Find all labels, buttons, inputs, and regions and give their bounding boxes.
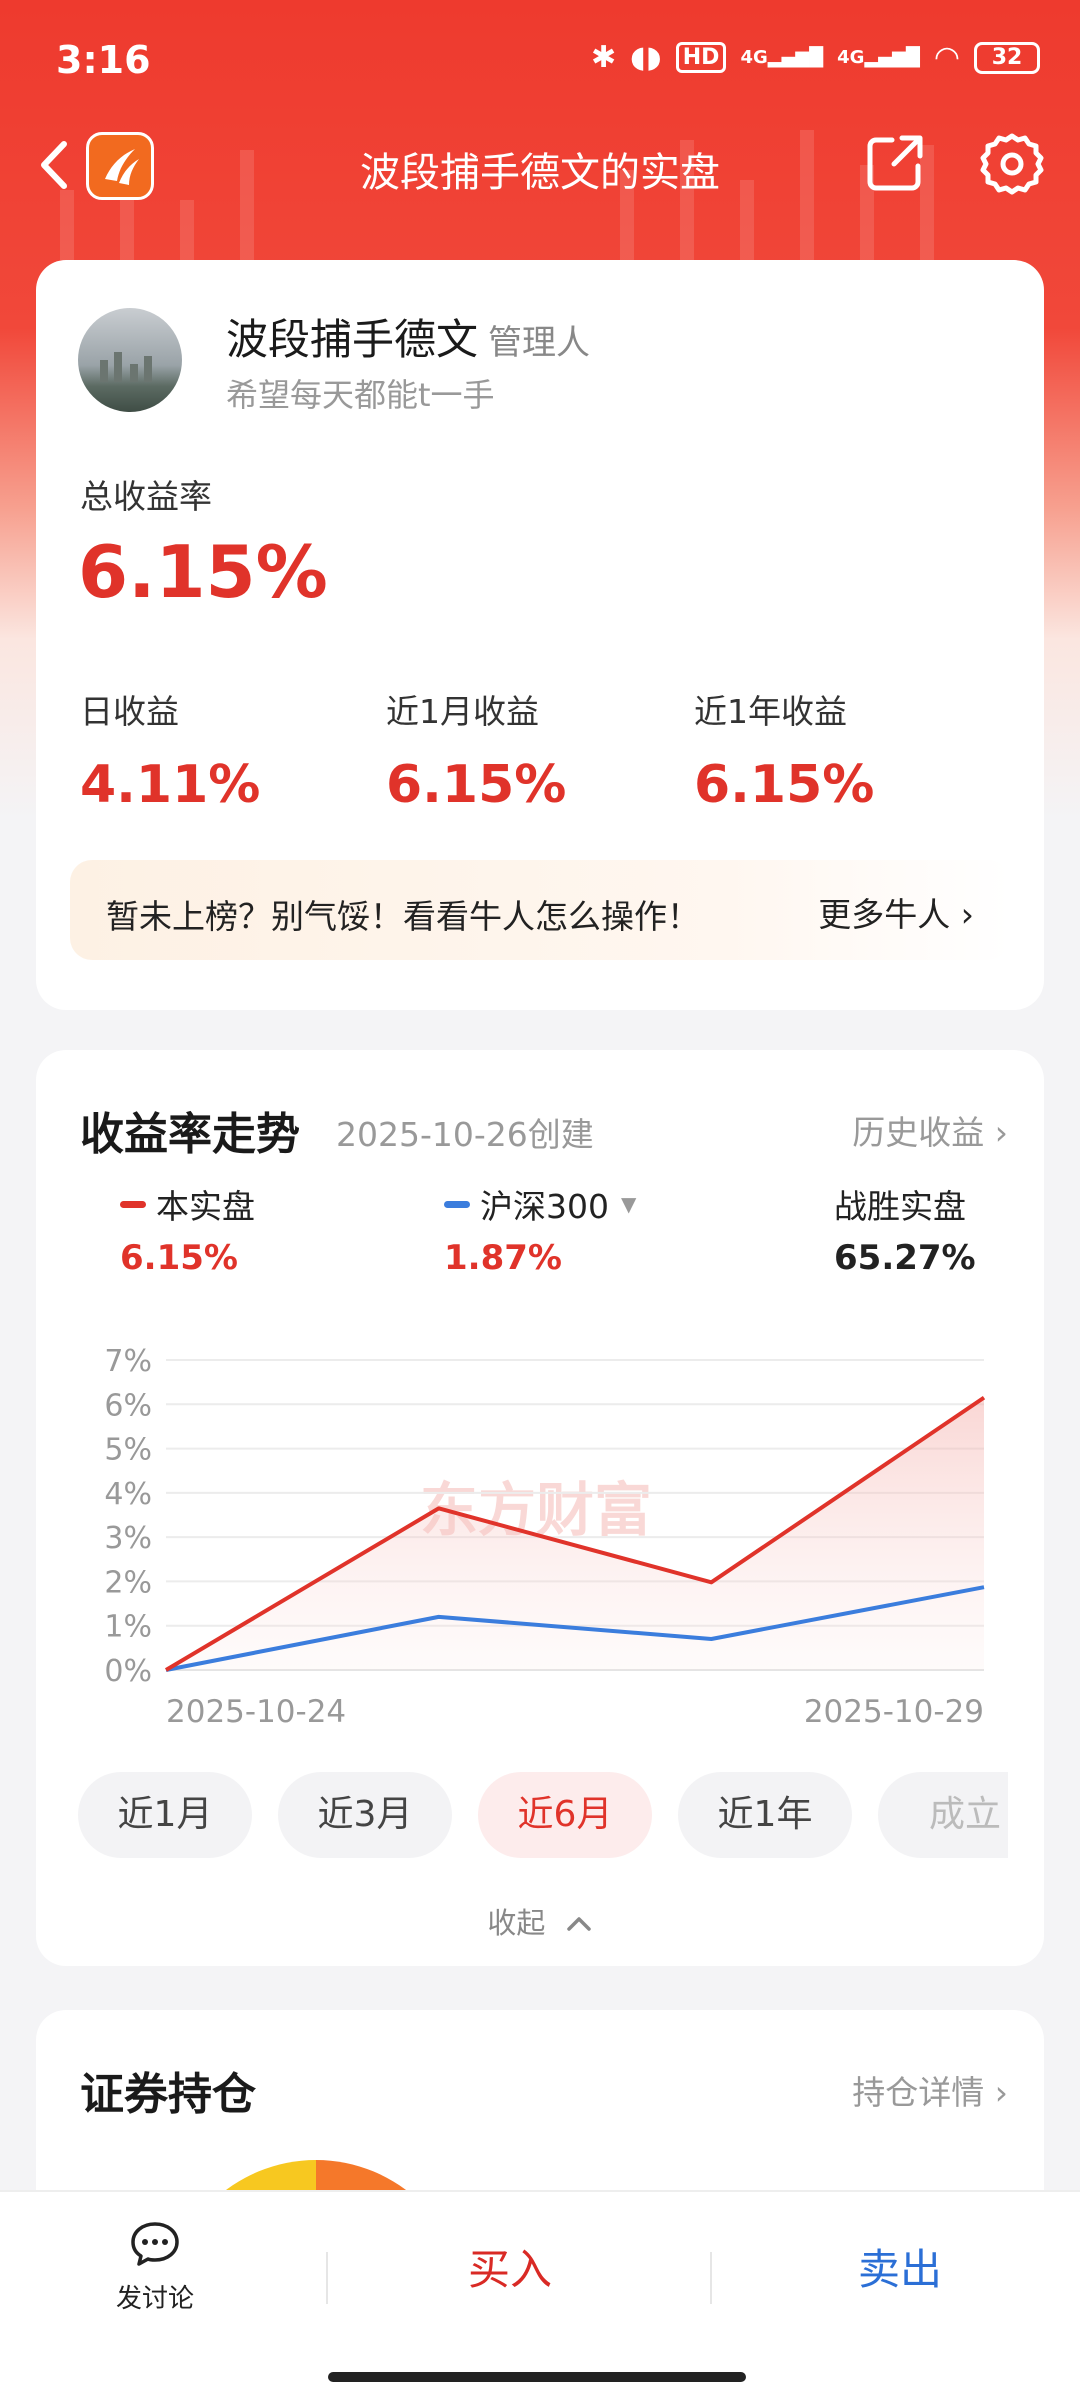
battery-icon: 32 [974, 41, 1040, 74]
legend-swatch [120, 1200, 146, 1208]
chevron-up-icon [566, 1917, 591, 1931]
tab-1year[interactable]: 近1年 [678, 1772, 852, 1858]
stat-value: 4.11% [80, 755, 261, 815]
legend-name: 战胜实盘 [834, 1187, 966, 1226]
stat-label: 日收益 [80, 692, 179, 731]
stat-1month: 近1月收益 6.15% [386, 685, 566, 815]
y-tick-label: 2% [104, 1565, 152, 1600]
created-date: 2025-10-26创建 [336, 1115, 594, 1154]
legend-name: 本实盘 [156, 1187, 255, 1226]
nav-bar: 波段捕手德文的实盘 [0, 120, 1080, 210]
tab-since-inception[interactable]: 成立 [878, 1772, 1008, 1858]
more-experts-link[interactable]: 更多牛人 › [818, 895, 974, 934]
y-tick-label: 4% [104, 1477, 152, 1512]
history-returns-link[interactable]: 历史收益 › [852, 1113, 1008, 1152]
series-line [164, 1395, 986, 1672]
user-name[interactable]: 波段捕手德文 管理人 [226, 315, 591, 364]
profile-card: 波段捕手德文 管理人 希望每天都能t一手 总收益率 6.15% 日收益 4.11%… [36, 260, 1044, 1010]
page-title: 波段捕手德文的实盘 [360, 150, 720, 196]
user-role-badge: 管理人 [488, 323, 591, 363]
y-tick-label: 7% [104, 1344, 152, 1379]
legend-benchmark[interactable]: 沪深300 ▼ 1.87% [444, 1180, 636, 1278]
y-tick-label: 5% [104, 1433, 152, 1468]
promo-banner[interactable]: 暂未上榜？别气馁！看看牛人怎么操作！ 更多牛人 › [70, 860, 1010, 960]
hd-voice-icon: HD [675, 42, 727, 73]
total-return-label: 总收益率 [80, 477, 212, 516]
status-icons: ✱ ◖◗ HD 4G▂▄▆█ 4G▂▄▆█ ◠ 32 [591, 40, 1040, 75]
app-logo [86, 132, 154, 200]
trend-title: 收益率走势 [80, 1109, 300, 1160]
legend-beat-ratio: 战胜实盘 65.27% [834, 1180, 976, 1278]
bluetooth-icon: ✱ [590, 40, 617, 75]
tab-3month[interactable]: 近3月 [278, 1772, 452, 1858]
tab-6month[interactable]: 近6月 [478, 1772, 652, 1858]
stat-daily: 日收益 4.11% [80, 685, 260, 815]
chevron-right-icon: › [960, 895, 974, 934]
stat-value: 6.15% [386, 755, 567, 815]
holdings-detail-link[interactable]: 持仓详情 › [852, 2073, 1008, 2112]
wifi-icon: ◠ [933, 40, 960, 75]
earbuds-icon: ◖◗ [630, 40, 662, 75]
stat-label: 近1年收益 [694, 692, 847, 731]
status-bar: 3:16 ✱ ◖◗ HD 4G▂▄▆█ 4G▂▄▆█ ◠ 32 [0, 0, 1080, 120]
total-return-value: 6.15% [78, 530, 328, 614]
signal-icon-2: 4G▂▄▆█ [837, 46, 920, 68]
avatar[interactable] [78, 308, 182, 412]
legend-value: 65.27% [834, 1238, 976, 1278]
signal-icon-1: 4G▂▄▆█ [740, 46, 824, 68]
legend-name: 沪深300 [480, 1187, 609, 1226]
y-tick-label: 0% [104, 1654, 152, 1689]
y-tick-label: 1% [104, 1610, 152, 1645]
share-icon[interactable] [862, 130, 928, 196]
legend-portfolio: 本实盘 6.15% [120, 1180, 255, 1278]
stat-value: 6.15% [694, 755, 875, 815]
home-indicator[interactable] [328, 2372, 746, 2382]
y-tick-label: 6% [104, 1388, 152, 1423]
gear-icon[interactable] [978, 130, 1046, 198]
collapse-button[interactable]: 收起 [36, 1900, 1044, 1942]
dropdown-triangle-icon[interactable]: ▼ [621, 1192, 637, 1216]
tab-1month[interactable]: 近1月 [78, 1772, 252, 1858]
discuss-button[interactable]: 发讨论 [90, 2220, 220, 2330]
stat-1year: 近1年收益 6.15% [694, 685, 874, 815]
return-trend-card: 收益率走势 2025-10-26创建 历史收益 › 本实盘 6.15% 沪深30… [36, 1050, 1044, 1966]
sell-button[interactable]: 卖出 [857, 2245, 942, 2294]
series-line [165, 1585, 985, 1672]
promo-text: 暂未上榜？别气馁！看看牛人怎么操作！ [106, 897, 700, 936]
divider [710, 2252, 712, 2304]
divider [326, 2252, 328, 2304]
chat-bubble-icon [131, 2222, 179, 2266]
discuss-label: 发讨论 [115, 2284, 194, 2314]
stat-label: 近1月收益 [386, 692, 539, 731]
return-chart[interactable]: 东方财富 0% 1% 2% 3% 4% 5% 6% 7% 2025-10-24 2025-10-… [36, 1320, 1044, 1820]
back-button[interactable] [30, 130, 80, 200]
legend-value: 1.87% [444, 1238, 562, 1278]
y-tick-label: 3% [104, 1521, 152, 1556]
chevron-right-icon: › [994, 1113, 1008, 1152]
user-bio: 希望每天都能t一手 [226, 376, 495, 414]
status-time: 3:16 [56, 38, 151, 82]
buy-button[interactable]: 买入 [467, 2245, 552, 2294]
series-area-fill [166, 1397, 984, 1670]
legend-value: 6.15% [120, 1238, 238, 1278]
x-tick-label: 2025-10-24 [166, 1694, 346, 1730]
legend-swatch [444, 1200, 470, 1208]
holdings-title: 证券持仓 [80, 2069, 256, 2120]
chevron-right-icon: › [994, 2073, 1008, 2112]
x-tick-label: 2025-10-29 [804, 1694, 984, 1730]
chart-svg: 东方财富 0%1%2%3%4%5%6%7% 2025-10-24 2025-10-… [104, 1344, 986, 1730]
bottom-action-bar: 发讨论 买入 卖出 [0, 2190, 1080, 2400]
range-tabs: 近1月 近3月 近6月 近1年 成立 [78, 1772, 1008, 1862]
